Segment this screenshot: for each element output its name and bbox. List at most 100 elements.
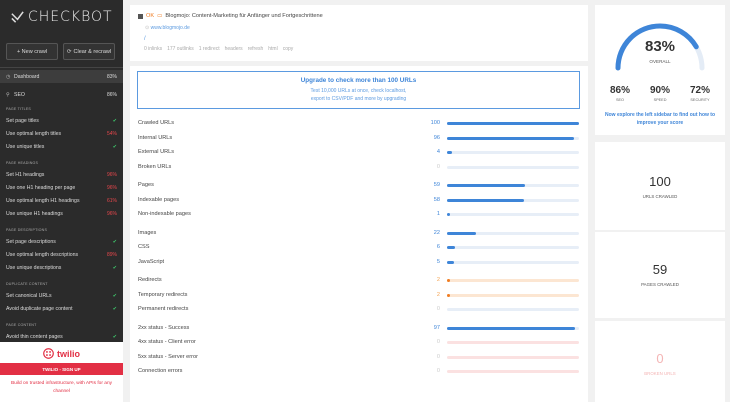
sidebar-item[interactable]: Use optimal length H1 headings 61% — [0, 194, 123, 207]
sidebar-item-label: Use optimal length descriptions — [6, 251, 79, 258]
checkbot-logo-icon — [11, 10, 24, 23]
upgrade-banner[interactable]: Upgrade to check more than 100 URLs Test… — [137, 71, 580, 109]
sidebar-item-label: Avoid thin content pages — [6, 333, 63, 340]
page-title-row: OK ▭ Blogmojo: Content-Marketing für Anf… — [138, 13, 323, 19]
summary-row-bar-fill — [447, 213, 450, 216]
sponsor-ad[interactable]: twilio TWILIO - SIGN UP Build on trusted… — [0, 342, 123, 402]
security-score[interactable]: 72% SECURITY — [683, 85, 717, 102]
summary-row[interactable]: Indexable pages 58 — [138, 197, 580, 207]
sidebar-item-value: 86% — [106, 91, 117, 98]
app-logo[interactable]: CHECKBOT — [10, 9, 113, 25]
sidebar-item-seo[interactable]: ⚲ SEO 86% — [0, 88, 123, 101]
summary-row-value: 58 — [433, 196, 440, 203]
sidebar-item-label: SEO — [14, 91, 25, 98]
summary-row[interactable]: JavaScript 5 — [138, 259, 580, 269]
summary-row-value: 2 — [436, 277, 440, 283]
sidebar-item[interactable]: Use unique descriptions ✔ — [0, 261, 123, 274]
meta-link[interactable]: headers — [224, 46, 243, 52]
summary-row-label: 4xx status - Client error — [138, 339, 196, 345]
sidebar-item-label: Set page descriptions — [6, 238, 56, 245]
score-card: 83% OVERALL 86% SEO 90% SPEED 72% SECURITY … — [595, 5, 725, 135]
link-icon: ⊙ — [145, 25, 151, 31]
summary-row[interactable]: CSS 6 — [138, 244, 580, 254]
upgrade-title[interactable]: Upgrade to check more than 100 URLs — [300, 77, 417, 84]
summary-row-label: Broken URLs — [138, 163, 172, 170]
page-url[interactable]: ⊙ www.blogmojo.de — [145, 25, 190, 31]
page-path[interactable]: / — [144, 36, 146, 42]
sidebar-item-label: Use optimal length titles — [6, 130, 62, 137]
sub-score-label: SEO — [615, 98, 625, 102]
summary-row[interactable]: Permanent redirects 0 — [138, 306, 580, 316]
sidebar-item[interactable]: Avoid duplicate page content ✔ — [0, 302, 123, 315]
summary-row-bar — [447, 213, 579, 216]
upgrade-line-1: Test 10,000 URLs at once, check localhos… — [310, 88, 407, 94]
summary-row-bar-fill — [447, 198, 524, 202]
twilio-logo-icon — [43, 348, 54, 359]
summary-row-label: Redirects — [138, 277, 162, 283]
sidebar-item[interactable]: Use one H1 heading per page 96% — [0, 181, 123, 194]
meta-link[interactable]: copy — [282, 46, 294, 52]
clear-recrawl-button[interactable]: ⟳ Clear & recrawl — [63, 43, 115, 60]
sidebar-section-title: PAGE DESCRIPTIONS — [6, 228, 48, 232]
app-name: CHECKBOT — [28, 9, 113, 25]
summary-row[interactable]: Pages 59 — [138, 182, 580, 192]
meta-link[interactable]: 177 outlinks — [167, 46, 194, 52]
page-url-text: www.blogmojo.de — [150, 25, 190, 31]
summary-row[interactable]: Images 22 — [138, 230, 580, 240]
sidebar-item-label: Set H1 headings — [6, 171, 45, 178]
summary-row[interactable]: 2xx status - Success 97 — [138, 325, 580, 335]
summary-row[interactable]: Crawled URLs 100 — [138, 120, 580, 130]
summary-row-bar-fill — [447, 136, 574, 140]
summary-row-label: 5xx status - Server error — [138, 353, 198, 360]
sidebar-item[interactable]: Use optimal length descriptions 89% — [0, 248, 123, 261]
summary-row[interactable]: 5xx status - Server error 0 — [138, 354, 580, 364]
sidebar-item-label: Use optimal length H1 headings — [6, 197, 80, 204]
sidebar-item[interactable]: Avoid thin content pages ✔ — [0, 330, 123, 343]
sidebar-item[interactable]: Set page titles ✔ — [0, 114, 123, 127]
meta-link[interactable]: 0 inlinks — [144, 46, 163, 52]
sidebar-item-value: 83% — [106, 73, 117, 80]
summary-row[interactable]: Connection errors 0 — [138, 368, 580, 378]
summary-row[interactable]: Broken URLs 0 — [138, 164, 580, 174]
meta-link[interactable]: 1 redirect — [198, 46, 220, 52]
check-icon: ✔ — [112, 117, 117, 124]
summary-row-label: Connection errors — [138, 368, 183, 374]
summary-row-value: 97 — [433, 324, 440, 331]
summary-row[interactable]: Non-indexable pages 1 — [138, 211, 580, 221]
summary-row-label: External URLs — [138, 149, 175, 155]
summary-row[interactable]: Internal URLs 96 — [138, 135, 580, 145]
summary-row-bar — [447, 151, 579, 154]
folder-icon: ▭ — [157, 13, 163, 19]
meta-link[interactable]: html — [268, 46, 278, 52]
sidebar-item-dashboard[interactable]: ◷ Dashboard 83% — [0, 70, 123, 83]
summary-row-value: 96 — [433, 134, 440, 141]
summary-row-value: 0 — [436, 339, 440, 345]
page-header-card: OK ▭ Blogmojo: Content-Marketing für Anf… — [130, 5, 588, 61]
summary-row-bar-fill — [447, 293, 450, 297]
summary-row-value: 0 — [436, 368, 440, 374]
page-meta: 0 inlinks 177 outlinks 1 redirect headers re… — [144, 46, 293, 52]
seo-score[interactable]: 86% SEO — [603, 85, 637, 102]
summary-row-bar — [447, 165, 579, 169]
summary-row[interactable]: External URLs 4 — [138, 149, 580, 159]
sidebar-item-label: Use unique descriptions — [6, 264, 62, 271]
summary-row-label: 2xx status - Success — [138, 324, 190, 331]
summary-row[interactable]: Temporary redirects 2 — [138, 292, 580, 302]
sidebar-item[interactable]: Set H1 headings 96% — [0, 168, 123, 181]
meta-link[interactable]: refresh — [247, 46, 264, 52]
summary-row-bar-fill — [447, 260, 454, 264]
sidebar-item[interactable]: Use unique titles ✔ — [0, 140, 123, 153]
stat-value: 0 — [656, 351, 664, 366]
summary-row[interactable]: Redirects 2 — [138, 277, 580, 287]
speed-score[interactable]: 90% SPEED — [643, 85, 677, 102]
sidebar-item[interactable]: Set canonical URLs ✔ — [0, 289, 123, 302]
sidebar-item[interactable]: Use optimal length titles 54% — [0, 127, 123, 140]
twilio-signup-button[interactable]: TWILIO - SIGN UP — [0, 363, 123, 375]
pages-crawled-card: 59 PAGES CRAWLED — [595, 232, 725, 318]
new-crawl-button[interactable]: + New crawl — [6, 43, 58, 60]
sidebar-item[interactable]: Use unique H1 headings 96% — [0, 207, 123, 220]
summary-row-label: Non-indexable pages — [138, 211, 191, 217]
summary-row[interactable]: 4xx status - Client error 0 — [138, 339, 580, 349]
sidebar-item-score: 96% — [106, 171, 117, 178]
sidebar-item[interactable]: Set page descriptions ✔ — [0, 235, 123, 248]
